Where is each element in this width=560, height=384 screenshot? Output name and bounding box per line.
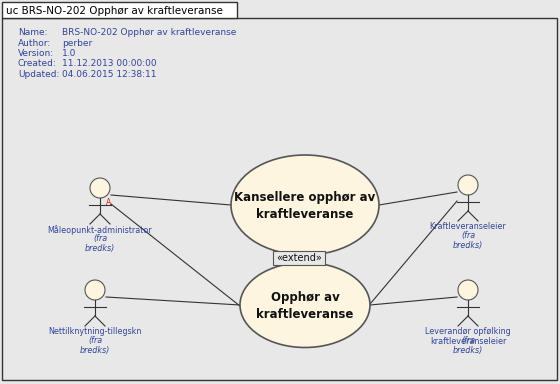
Text: kraftleveranse: kraftleveranse <box>256 308 354 321</box>
Text: (fra
bredks): (fra bredks) <box>453 231 483 250</box>
Circle shape <box>458 175 478 195</box>
Text: BRS-NO-202 Opphør av kraftleveranse: BRS-NO-202 Opphør av kraftleveranse <box>62 28 236 37</box>
Text: Created:: Created: <box>18 60 57 68</box>
Text: 11.12.2013 00:00:00: 11.12.2013 00:00:00 <box>62 60 157 68</box>
Text: Leverandør opfølking
kraftleveranseleier: Leverandør opfølking kraftleveranseleier <box>425 327 511 346</box>
Text: Author:: Author: <box>18 38 52 48</box>
FancyBboxPatch shape <box>273 251 325 265</box>
Text: «extend»: «extend» <box>276 253 322 263</box>
Text: (fra
bredks): (fra bredks) <box>80 336 110 356</box>
Text: A: A <box>106 198 111 207</box>
Text: Kraftleveranseleier: Kraftleveranseleier <box>430 222 506 231</box>
FancyBboxPatch shape <box>2 2 237 18</box>
Circle shape <box>458 280 478 300</box>
Ellipse shape <box>240 263 370 348</box>
Text: Version:: Version: <box>18 49 54 58</box>
Text: perber: perber <box>62 38 92 48</box>
Text: uc BRS-NO-202 Opphør av kraftleveranse: uc BRS-NO-202 Opphør av kraftleveranse <box>6 5 223 15</box>
Text: Nettilknytning-tillegskn: Nettilknytning-tillegskn <box>48 327 142 336</box>
Text: Name:: Name: <box>18 28 48 37</box>
Text: Kansellere opphør av: Kansellere opphør av <box>235 192 376 205</box>
Text: kraftleveranse: kraftleveranse <box>256 209 354 222</box>
Ellipse shape <box>231 155 379 255</box>
Text: (fra
bredks): (fra bredks) <box>85 234 115 253</box>
Circle shape <box>85 280 105 300</box>
Text: (fra
bredks): (fra bredks) <box>453 336 483 356</box>
Text: Updated:: Updated: <box>18 70 59 79</box>
Circle shape <box>90 178 110 198</box>
Text: Opphør av: Opphør av <box>270 291 339 305</box>
Text: 04.06.2015 12:38:11: 04.06.2015 12:38:11 <box>62 70 156 79</box>
Text: 1.0: 1.0 <box>62 49 76 58</box>
Text: Måleopunkt-administrator: Måleopunkt-administrator <box>48 225 152 235</box>
